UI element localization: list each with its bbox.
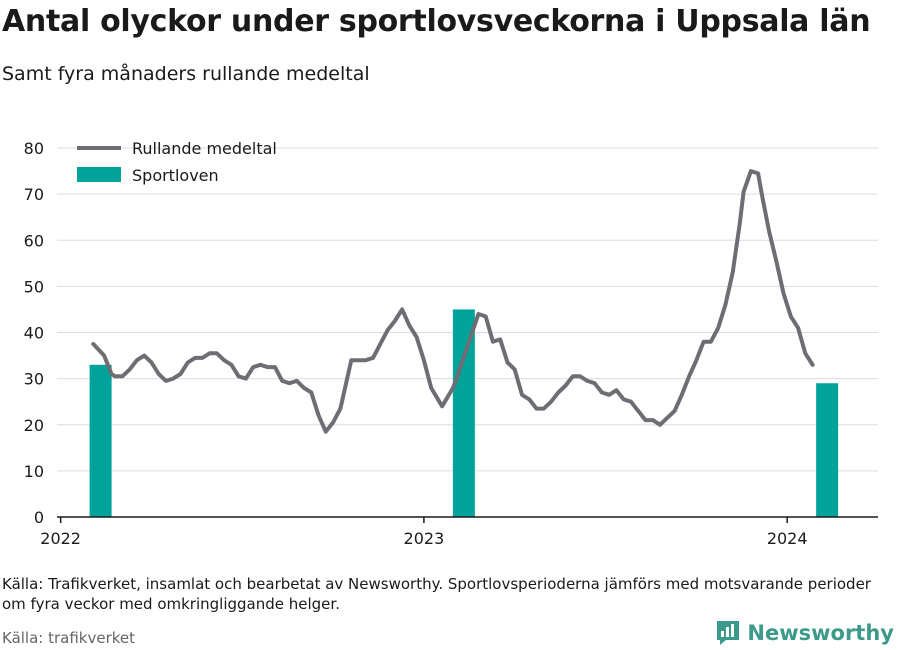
x-tick-label: 2022	[40, 529, 81, 548]
rolling-average-line	[91, 169, 815, 434]
axes: 0 10 20 30 40 50 60 70 80 2022 2023 2024	[24, 139, 878, 548]
x-tick-label: 2023	[404, 529, 445, 548]
brand-name: Newsworthy	[747, 621, 894, 645]
legend-label-bars: Sportloven	[132, 166, 219, 185]
chart: 0 10 20 30 40 50 60 70 80 2022 2023 2024 Rullande m…	[24, 139, 878, 548]
newsworthy-logo-icon	[717, 621, 740, 645]
y-tick-label: 60	[24, 231, 44, 250]
chart-title: Antal olyckor under sportlovsveckorna i …	[2, 4, 871, 39]
y-tick-label: 40	[24, 324, 44, 343]
legend-bar-swatch	[77, 167, 121, 182]
source-text: Källa: trafikverket	[2, 629, 136, 647]
y-tick-label: 20	[24, 416, 44, 435]
y-tick-label: 30	[24, 370, 44, 389]
x-tick-label: 2024	[767, 529, 808, 548]
chart-subtitle: Samt fyra månaders rullande medeltal	[2, 63, 370, 85]
brand-logo[interactable]: Newsworthy	[715, 619, 894, 647]
legend: Rullande medeltal Sportloven	[77, 139, 277, 185]
line-series	[91, 169, 815, 434]
legend-label-line: Rullande medeltal	[132, 139, 277, 158]
bar	[816, 383, 839, 517]
y-tick-label: 0	[34, 508, 44, 527]
y-tick-label: 70	[24, 185, 44, 204]
y-tick-label: 10	[24, 462, 44, 481]
y-tick-label: 50	[24, 277, 44, 296]
y-tick-label: 80	[24, 139, 44, 158]
bar	[89, 364, 112, 517]
bar-series	[89, 309, 839, 517]
bar	[452, 309, 475, 517]
footnote: Källa: Trafikverket, insamlat och bearbe…	[2, 575, 871, 613]
